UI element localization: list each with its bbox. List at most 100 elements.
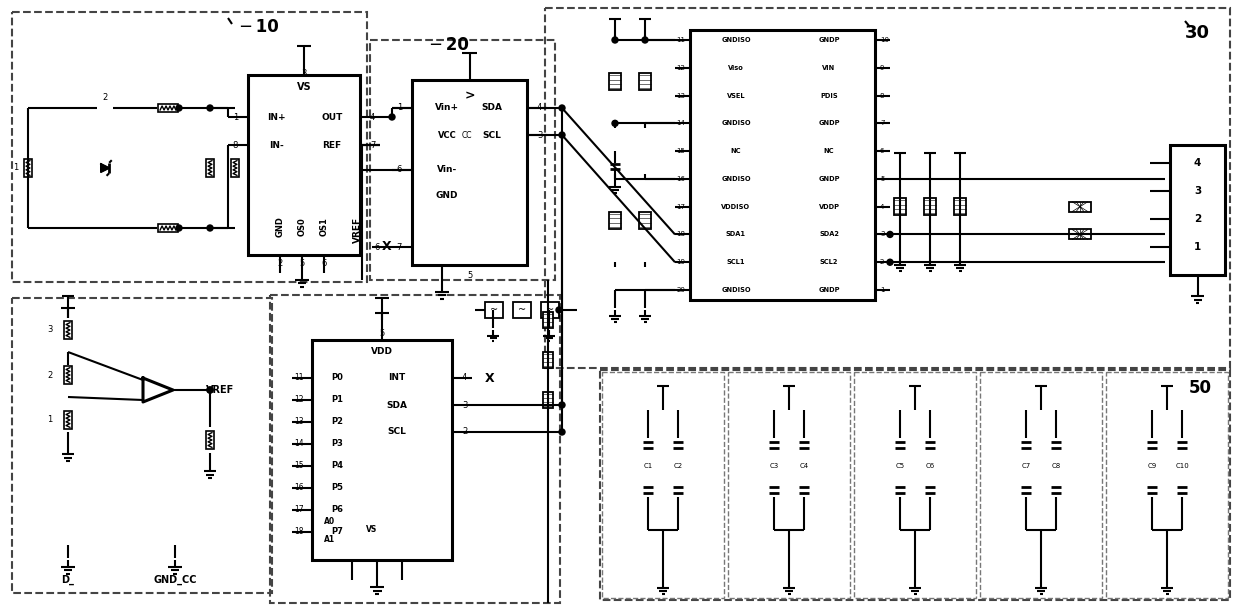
Circle shape	[207, 105, 213, 111]
Circle shape	[207, 387, 213, 393]
Text: C4: C4	[800, 463, 808, 469]
Bar	[159, 104, 177, 112]
Bar	[609, 73, 620, 90]
Text: 2: 2	[47, 370, 52, 379]
Circle shape	[207, 225, 213, 231]
Text: GNDISO: GNDISO	[722, 176, 750, 182]
Text: OS1: OS1	[320, 217, 329, 237]
Bar	[64, 411, 72, 429]
Bar	[485, 302, 503, 318]
Text: 15: 15	[294, 461, 304, 470]
Text: C5: C5	[895, 463, 904, 469]
Bar	[1069, 202, 1091, 212]
Text: 5: 5	[880, 176, 884, 182]
Text: 1: 1	[14, 163, 19, 172]
Bar	[543, 312, 553, 328]
Text: P4: P4	[331, 461, 343, 470]
Text: 2: 2	[463, 427, 467, 436]
Text: 2: 2	[103, 93, 108, 103]
Text: 3: 3	[537, 131, 542, 140]
Text: ~: ~	[546, 305, 554, 315]
Text: 15: 15	[676, 148, 684, 154]
Text: 2: 2	[1194, 214, 1202, 224]
Bar	[640, 73, 651, 90]
Text: C1: C1	[644, 463, 652, 469]
Circle shape	[389, 114, 396, 120]
Text: 16: 16	[294, 484, 304, 492]
Text: 14: 14	[676, 120, 684, 126]
Text: 13: 13	[676, 92, 684, 98]
Bar	[206, 430, 213, 449]
Bar	[854, 372, 976, 598]
Text: 8: 8	[880, 92, 884, 98]
Bar	[728, 372, 849, 598]
Bar	[543, 352, 553, 368]
Text: >: >	[465, 89, 475, 103]
Text: CC: CC	[461, 131, 472, 140]
Bar	[24, 158, 32, 177]
Text: REF: REF	[322, 140, 341, 149]
Text: ─ 10: ─ 10	[241, 18, 279, 36]
Bar	[12, 298, 272, 593]
Text: P6: P6	[331, 506, 343, 515]
Text: SDA: SDA	[481, 104, 502, 112]
Bar	[248, 75, 360, 255]
Text: X: X	[485, 371, 495, 384]
Text: GNDP: GNDP	[818, 37, 839, 43]
Text: 4: 4	[537, 104, 542, 112]
Text: 11: 11	[295, 373, 304, 382]
Text: 7: 7	[397, 243, 402, 251]
Bar	[12, 12, 367, 282]
Text: 20: 20	[676, 287, 684, 293]
Circle shape	[559, 105, 565, 111]
Bar	[980, 372, 1102, 598]
Text: 10: 10	[880, 37, 889, 43]
Circle shape	[887, 231, 893, 237]
Bar	[689, 30, 875, 300]
Text: NC: NC	[823, 148, 835, 154]
Text: VDDISO: VDDISO	[722, 204, 750, 209]
Text: C2: C2	[673, 463, 682, 469]
Text: A1: A1	[325, 535, 336, 544]
Text: 4: 4	[463, 373, 467, 382]
Text: 7: 7	[880, 120, 884, 126]
Text: 18: 18	[676, 231, 684, 237]
Bar	[546, 8, 1230, 368]
Circle shape	[207, 387, 213, 393]
Text: 6: 6	[374, 243, 379, 251]
Text: 4: 4	[370, 112, 376, 121]
Text: GNDP: GNDP	[818, 176, 839, 182]
Text: P5: P5	[331, 484, 343, 492]
Text: D_: D_	[62, 575, 74, 585]
Text: P0: P0	[331, 373, 343, 382]
Text: SCL: SCL	[388, 427, 407, 436]
Text: P1: P1	[331, 396, 343, 404]
Text: IN+: IN+	[267, 112, 285, 121]
Text: 19: 19	[676, 259, 684, 265]
Text: VDD: VDD	[371, 347, 393, 356]
Circle shape	[887, 259, 893, 265]
Text: SCL2: SCL2	[820, 259, 838, 265]
Text: VIN: VIN	[822, 65, 836, 71]
Text: 5: 5	[467, 271, 472, 279]
Text: 3: 3	[880, 231, 884, 237]
Circle shape	[559, 402, 565, 408]
Text: GND: GND	[275, 217, 284, 237]
Text: P7: P7	[331, 527, 343, 537]
Circle shape	[556, 307, 562, 313]
Bar	[543, 392, 553, 408]
Text: PDIS: PDIS	[820, 92, 838, 98]
Text: VCC: VCC	[438, 131, 456, 140]
Text: P3: P3	[331, 439, 343, 449]
Text: GNDISO: GNDISO	[722, 37, 750, 43]
Text: Viso: Viso	[728, 65, 744, 71]
Text: OUT: OUT	[321, 112, 342, 121]
Bar	[206, 158, 213, 177]
Text: P2: P2	[331, 418, 343, 427]
Text: 1: 1	[880, 287, 884, 293]
Bar	[1069, 229, 1091, 239]
Text: SCL: SCL	[482, 131, 501, 140]
Polygon shape	[100, 164, 109, 172]
Text: GNDISO: GNDISO	[722, 120, 750, 126]
Bar	[955, 198, 966, 215]
